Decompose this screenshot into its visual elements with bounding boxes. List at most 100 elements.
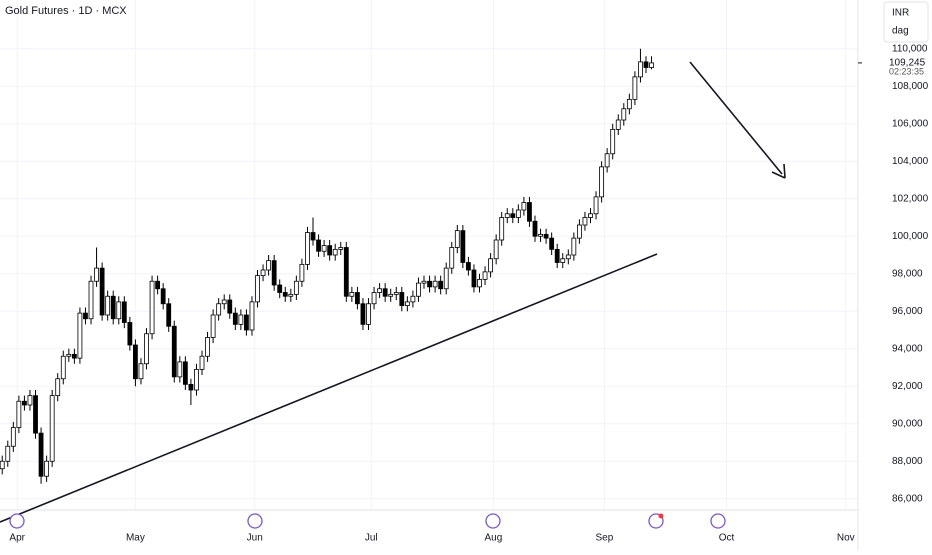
candle-body <box>360 303 366 325</box>
candle-body <box>305 232 310 265</box>
candle-body <box>77 312 83 359</box>
candle-body <box>66 353 72 357</box>
candle-body <box>310 232 316 241</box>
x-tick-label: Sep <box>595 533 613 544</box>
candle-body <box>388 293 394 297</box>
candle-body <box>504 213 510 218</box>
candle-body <box>210 314 216 338</box>
chart-title: Gold Futures · 1D · MCX <box>5 5 127 17</box>
candle-body <box>321 245 327 252</box>
candle-body <box>610 128 616 155</box>
candle-body <box>416 282 421 297</box>
candle-body <box>638 61 643 78</box>
candle-body <box>521 202 527 211</box>
candle-body <box>554 248 560 263</box>
candle-body <box>277 284 283 293</box>
candle-body <box>643 61 649 68</box>
event-icon[interactable] <box>9 513 25 529</box>
candle-body <box>94 267 99 282</box>
event-icon[interactable] <box>710 513 726 529</box>
candle-body <box>194 368 199 391</box>
candle-body <box>33 395 38 434</box>
x-tick-label: May <box>126 533 145 544</box>
candle-body <box>560 258 566 263</box>
candle-body <box>649 62 654 68</box>
trend-line <box>0 253 658 523</box>
x-tick-label: Jul <box>365 533 378 544</box>
candle-body <box>327 245 333 256</box>
candle-body <box>510 213 516 218</box>
event-icon[interactable] <box>485 513 501 529</box>
candle-body <box>399 292 405 307</box>
candle-body <box>499 217 505 241</box>
candle-body <box>355 292 360 305</box>
candle-body <box>543 233 549 239</box>
y-tick-label: 100,000 <box>892 231 929 242</box>
arrow-line <box>689 61 783 175</box>
candle-body <box>393 292 399 295</box>
candle-body <box>621 108 627 121</box>
candle-body <box>588 213 593 218</box>
arrow-head <box>771 163 786 179</box>
candle-body <box>338 247 344 250</box>
y-tick-label: 88,000 <box>892 456 923 467</box>
candle-body <box>371 292 377 305</box>
event-dot <box>658 513 664 519</box>
candle-body <box>349 292 355 297</box>
y-tick-label: 98,000 <box>892 268 923 279</box>
candle-body <box>238 314 244 325</box>
candle-body <box>71 353 77 359</box>
candle-body <box>460 230 466 263</box>
candle-body <box>199 355 205 370</box>
y-tick-label: 94,000 <box>892 343 923 354</box>
candle-body <box>477 278 482 288</box>
last-price-label: 109,245 <box>889 58 926 69</box>
candle-body <box>271 260 277 286</box>
candle-body <box>188 383 194 391</box>
x-tick-label: Nov <box>837 533 855 544</box>
y-tick-label: 102,000 <box>892 193 929 204</box>
candle-body <box>144 333 149 365</box>
candle-body <box>105 295 111 316</box>
candle-body <box>83 312 88 320</box>
candle-body <box>515 209 521 218</box>
currency-box[interactable] <box>883 1 929 43</box>
candle-body <box>160 288 166 305</box>
candles <box>0 48 654 484</box>
event-icon[interactable] <box>247 513 263 529</box>
candle-body <box>110 295 116 320</box>
x-tick-label: Oct <box>719 533 735 544</box>
candle-body <box>10 427 16 447</box>
candle-body <box>249 301 255 331</box>
candle-body <box>27 395 33 406</box>
candle-body <box>316 239 321 252</box>
candle-body <box>16 400 22 428</box>
candle-body <box>532 220 538 237</box>
candle-body <box>527 202 532 222</box>
y-tick-label: 96,000 <box>892 306 923 317</box>
candle-body <box>171 325 177 378</box>
candle-body <box>88 280 94 320</box>
candle-body <box>44 460 50 477</box>
candle-body <box>538 233 543 237</box>
candle-body <box>155 280 161 290</box>
x-tick-label: Aug <box>484 533 502 544</box>
candle-body <box>99 267 105 316</box>
candle-body <box>0 460 5 470</box>
candle-body <box>443 267 449 290</box>
candle-body <box>549 237 555 250</box>
candle-body <box>121 301 127 323</box>
candle-body <box>282 292 288 297</box>
candle-body <box>632 76 638 100</box>
candle-body <box>593 196 599 215</box>
y-tick-label: 90,000 <box>892 418 923 429</box>
candle-body <box>377 288 383 293</box>
candle-body <box>332 248 338 256</box>
y-tick-label: 86,000 <box>892 493 923 504</box>
candle-body <box>449 247 455 269</box>
candle-body <box>288 293 294 297</box>
candle-body <box>55 378 61 397</box>
event-icons <box>9 513 726 529</box>
candle-body <box>599 166 604 198</box>
